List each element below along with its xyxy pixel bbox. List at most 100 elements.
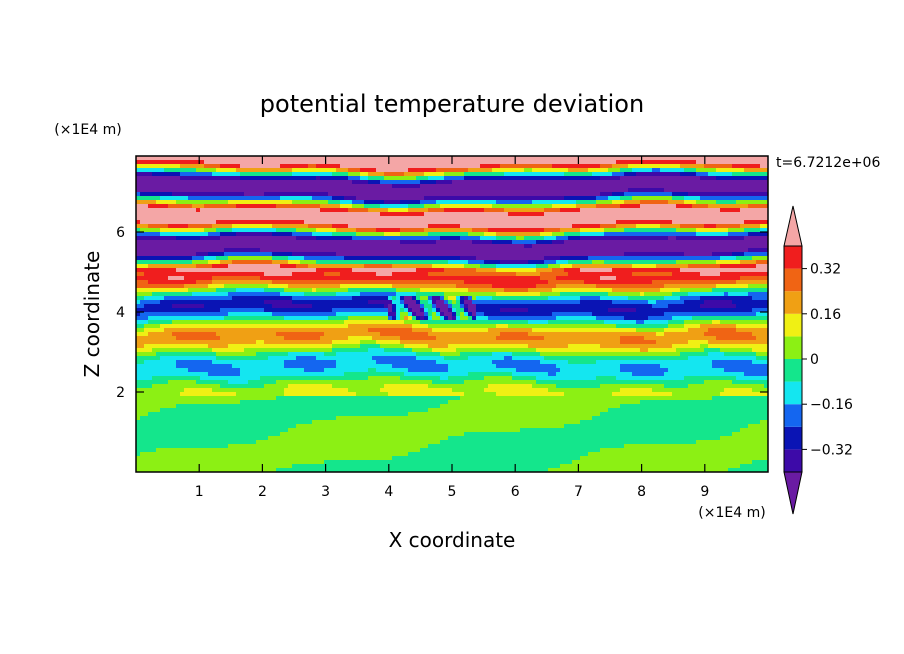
field-cell [664, 256, 669, 261]
field-cell [208, 192, 213, 197]
field-cell [456, 184, 461, 189]
field-cell [584, 164, 589, 169]
field-cell [160, 272, 165, 277]
field-cell [440, 264, 445, 269]
field-cell [352, 264, 357, 269]
field-cell [312, 264, 317, 269]
field-cell [276, 176, 281, 181]
field-cell [472, 168, 477, 173]
field-cell [232, 236, 237, 241]
field-cell [324, 268, 329, 273]
field-cell [708, 164, 713, 169]
field-cell [308, 156, 313, 161]
field-cell [724, 196, 729, 201]
field-cell [624, 228, 629, 233]
field-cell [444, 220, 449, 225]
field-cell [604, 276, 609, 281]
field-cell [556, 240, 561, 245]
field-cell [144, 228, 149, 233]
field-cell [604, 168, 609, 173]
field-cell [628, 276, 633, 281]
field-cell [708, 188, 713, 193]
field-cell [604, 264, 609, 269]
field-cell [260, 184, 265, 189]
field-cell [608, 220, 613, 225]
field-cell [600, 244, 605, 249]
field-cell [672, 252, 677, 257]
field-cell [384, 224, 389, 229]
field-cell [176, 196, 181, 201]
field-cell [532, 232, 537, 237]
field-cell [408, 228, 413, 233]
field-cell [592, 172, 597, 177]
field-cell [640, 164, 645, 169]
field-cell [144, 260, 149, 265]
field-cell [260, 208, 265, 213]
field-cell [384, 160, 389, 165]
field-cell [624, 192, 629, 197]
field-cell [292, 248, 297, 253]
field-cell [296, 156, 301, 161]
field-cell [332, 248, 337, 253]
field-cell [196, 184, 201, 189]
field-cell [476, 256, 481, 261]
field-cell [480, 272, 485, 277]
field-cell [416, 244, 421, 249]
field-cell [492, 164, 497, 169]
field-cell [364, 168, 369, 173]
field-cell [192, 236, 197, 241]
field-cell [232, 216, 237, 221]
field-cell [312, 252, 317, 257]
field-cell [216, 220, 221, 225]
field-cell [616, 204, 621, 209]
field-cell [500, 268, 505, 273]
field-cell [336, 268, 341, 273]
field-cell [616, 256, 621, 261]
field-cell [428, 196, 433, 201]
field-cell [728, 244, 733, 249]
field-cell [228, 240, 233, 245]
field-cell [324, 200, 329, 205]
field-cell [728, 172, 733, 177]
field-cell [360, 172, 365, 177]
field-cell [308, 188, 313, 193]
field-cell [724, 176, 729, 181]
field-cell [436, 244, 441, 249]
field-cell [468, 232, 473, 237]
field-cell [304, 260, 309, 265]
field-cell [484, 156, 489, 161]
field-cell [192, 252, 197, 257]
field-cell [616, 224, 621, 229]
field-cell [212, 236, 217, 241]
field-cell [724, 168, 729, 173]
field-cell [560, 176, 565, 181]
field-cell [420, 180, 425, 185]
field-cell [736, 160, 741, 165]
field-cell [312, 244, 317, 249]
field-cell [668, 196, 673, 201]
field-cell [140, 260, 145, 265]
field-cell [504, 196, 509, 201]
field-cell [676, 164, 681, 169]
field-cell [444, 200, 449, 205]
field-cell [620, 240, 625, 245]
field-cell [172, 160, 177, 165]
field-cell [748, 156, 753, 161]
field-cell [152, 204, 157, 209]
field-cell [260, 192, 265, 197]
field-cell [572, 260, 577, 265]
field-cell [136, 212, 141, 217]
field-cell [444, 248, 449, 253]
field-cell [488, 200, 493, 205]
field-cell [148, 156, 153, 161]
field-cell [388, 264, 393, 269]
field-cell [528, 248, 533, 253]
field-cell [472, 280, 477, 285]
field-cell [532, 228, 537, 233]
field-cell [376, 232, 381, 237]
field-cell [200, 264, 205, 269]
field-cell [164, 276, 169, 281]
field-cell [672, 224, 677, 229]
field-cell [380, 252, 385, 257]
field-cell [224, 208, 229, 213]
